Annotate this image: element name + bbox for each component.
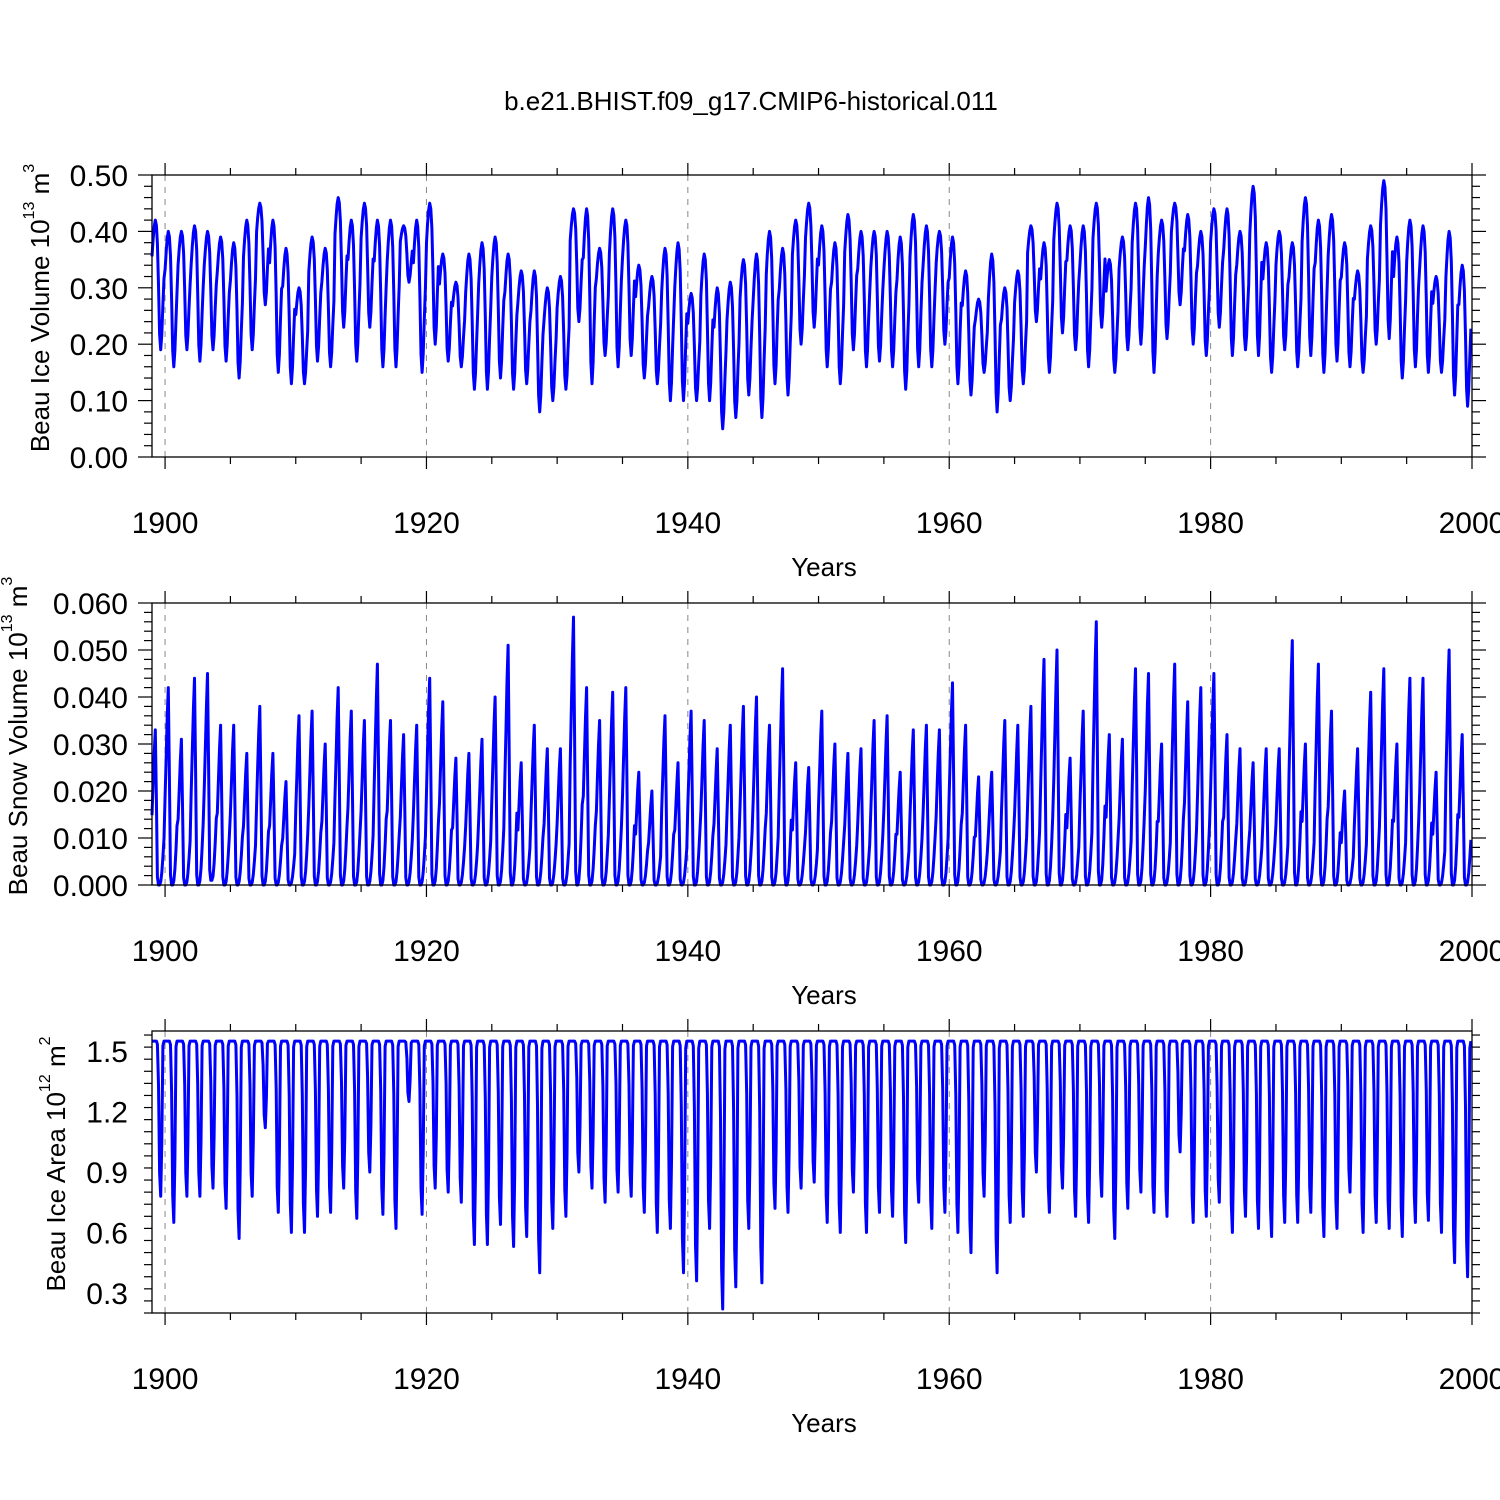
panel-2-ticks xyxy=(138,591,1486,897)
y-tick-label: 0.000 xyxy=(53,870,128,903)
x-tick-label: 1940 xyxy=(654,1363,721,1396)
y-tick-label: 0.30 xyxy=(70,273,128,306)
y-tick-label: 1.2 xyxy=(86,1097,128,1130)
x-axis-label: Years xyxy=(791,980,857,1010)
ice-area-series-line xyxy=(151,1039,1473,1311)
x-tick-label: 1960 xyxy=(916,935,983,968)
y-tick-label: 0.9 xyxy=(86,1157,128,1190)
y-tick-label: 0.020 xyxy=(53,776,128,809)
x-tick-label: 1980 xyxy=(1177,935,1244,968)
y-tick-label: 0.050 xyxy=(53,635,128,668)
y-label-unit-exponent: 3 xyxy=(0,577,16,586)
panel-3-gridlines xyxy=(164,1031,1212,1313)
y-label-unit-exponent: 3 xyxy=(21,164,38,173)
x-tick-label: 2000 xyxy=(1439,1363,1500,1396)
x-axis-label: Years xyxy=(791,552,857,582)
panel-2-y-tick-labels: 0.000 0.010 0.020 0.030 0.040 0.050 0.06… xyxy=(53,588,128,903)
snow-volume-series-line xyxy=(150,615,1473,887)
y-tick-label: 0.50 xyxy=(70,160,128,193)
x-tick-label: 1900 xyxy=(132,507,199,540)
x-tick-label: 1940 xyxy=(654,935,721,968)
x-tick-label: 1920 xyxy=(393,507,460,540)
panel-2-plot-frame xyxy=(151,602,1473,886)
y-label-prefix: Beau Ice Area 10 xyxy=(41,1092,71,1291)
x-tick-label: 1900 xyxy=(132,1363,199,1396)
x-tick-label: 1960 xyxy=(916,507,983,540)
x-tick-label: 1900 xyxy=(132,935,199,968)
y-label-unit: m xyxy=(25,173,55,202)
x-axis-label: Years xyxy=(791,1408,857,1438)
y-label-exponent: 13 xyxy=(0,614,16,632)
figure-title: b.e21.BHIST.f09_g17.CMIP6-historical.011 xyxy=(504,86,998,116)
y-tick-label: 0.010 xyxy=(53,823,128,856)
panel-1-plot-frame xyxy=(151,174,1473,458)
y-tick-label: 0.00 xyxy=(70,442,128,475)
panel-3-plot-frame xyxy=(151,1030,1473,1314)
panel-snow-volume: 0.000 0.010 0.020 0.030 0.040 0.050 0.06… xyxy=(0,577,1500,1010)
panel-3-ticks xyxy=(144,1019,1480,1325)
panel-2-x-tick-labels: 1900 1920 1940 1960 1980 2000 xyxy=(132,935,1500,968)
x-tick-label: 1980 xyxy=(1177,1363,1244,1396)
panel-1-ticks xyxy=(138,163,1486,469)
y-label-exponent: 12 xyxy=(37,1074,54,1092)
panel-3-x-tick-labels: 1900 1920 1940 1960 1980 2000 xyxy=(132,1363,1500,1396)
y-tick-label: 0.030 xyxy=(53,729,128,762)
y-tick-label: 0.10 xyxy=(70,386,128,419)
panel-ice-area: 0.3 0.6 0.9 1.2 1.5 1900 1920 1940 1960 … xyxy=(37,1019,1500,1438)
panel-3-y-tick-labels: 0.3 0.6 0.9 1.2 1.5 xyxy=(86,1036,128,1311)
y-label-exponent: 13 xyxy=(21,202,38,220)
x-tick-label: 2000 xyxy=(1439,507,1500,540)
y-tick-label: 0.40 xyxy=(70,216,128,249)
y-label-prefix: Beau Ice Volume 10 xyxy=(25,219,55,452)
x-tick-label: 1960 xyxy=(916,1363,983,1396)
x-tick-label: 1920 xyxy=(393,935,460,968)
y-tick-label: 1.5 xyxy=(86,1036,128,1069)
panel-1-x-tick-labels: 1900 1920 1940 1960 1980 2000 xyxy=(132,507,1500,540)
x-tick-label: 1940 xyxy=(654,507,721,540)
panel-1-y-tick-labels: 0.00 0.10 0.20 0.30 0.40 0.50 xyxy=(70,160,128,475)
y-axis-label: Beau Snow Volume 1013 m3 xyxy=(0,577,33,896)
y-label-prefix: Beau Snow Volume 10 xyxy=(3,632,33,895)
y-axis-label: Beau Ice Volume 1013 m3 xyxy=(21,164,55,452)
x-tick-label: 1980 xyxy=(1177,507,1244,540)
panel-ice-volume: 0.00 0.10 0.20 0.30 0.40 0.50 1900 1920 … xyxy=(21,160,1500,582)
y-label-unit-exponent: 2 xyxy=(37,1036,54,1045)
x-tick-label: 1920 xyxy=(393,1363,460,1396)
x-tick-label: 2000 xyxy=(1439,935,1500,968)
y-label-unit: m xyxy=(3,586,33,615)
y-axis-label: Beau Ice Area 1012 m2 xyxy=(37,1036,71,1291)
y-tick-label: 0.6 xyxy=(86,1217,128,1250)
y-tick-label: 0.060 xyxy=(53,588,128,621)
y-label-unit: m xyxy=(41,1045,71,1074)
y-tick-label: 0.3 xyxy=(86,1278,128,1311)
y-tick-label: 0.040 xyxy=(53,682,128,715)
ice-volume-series-line xyxy=(150,179,1473,431)
y-tick-label: 0.20 xyxy=(70,329,128,362)
